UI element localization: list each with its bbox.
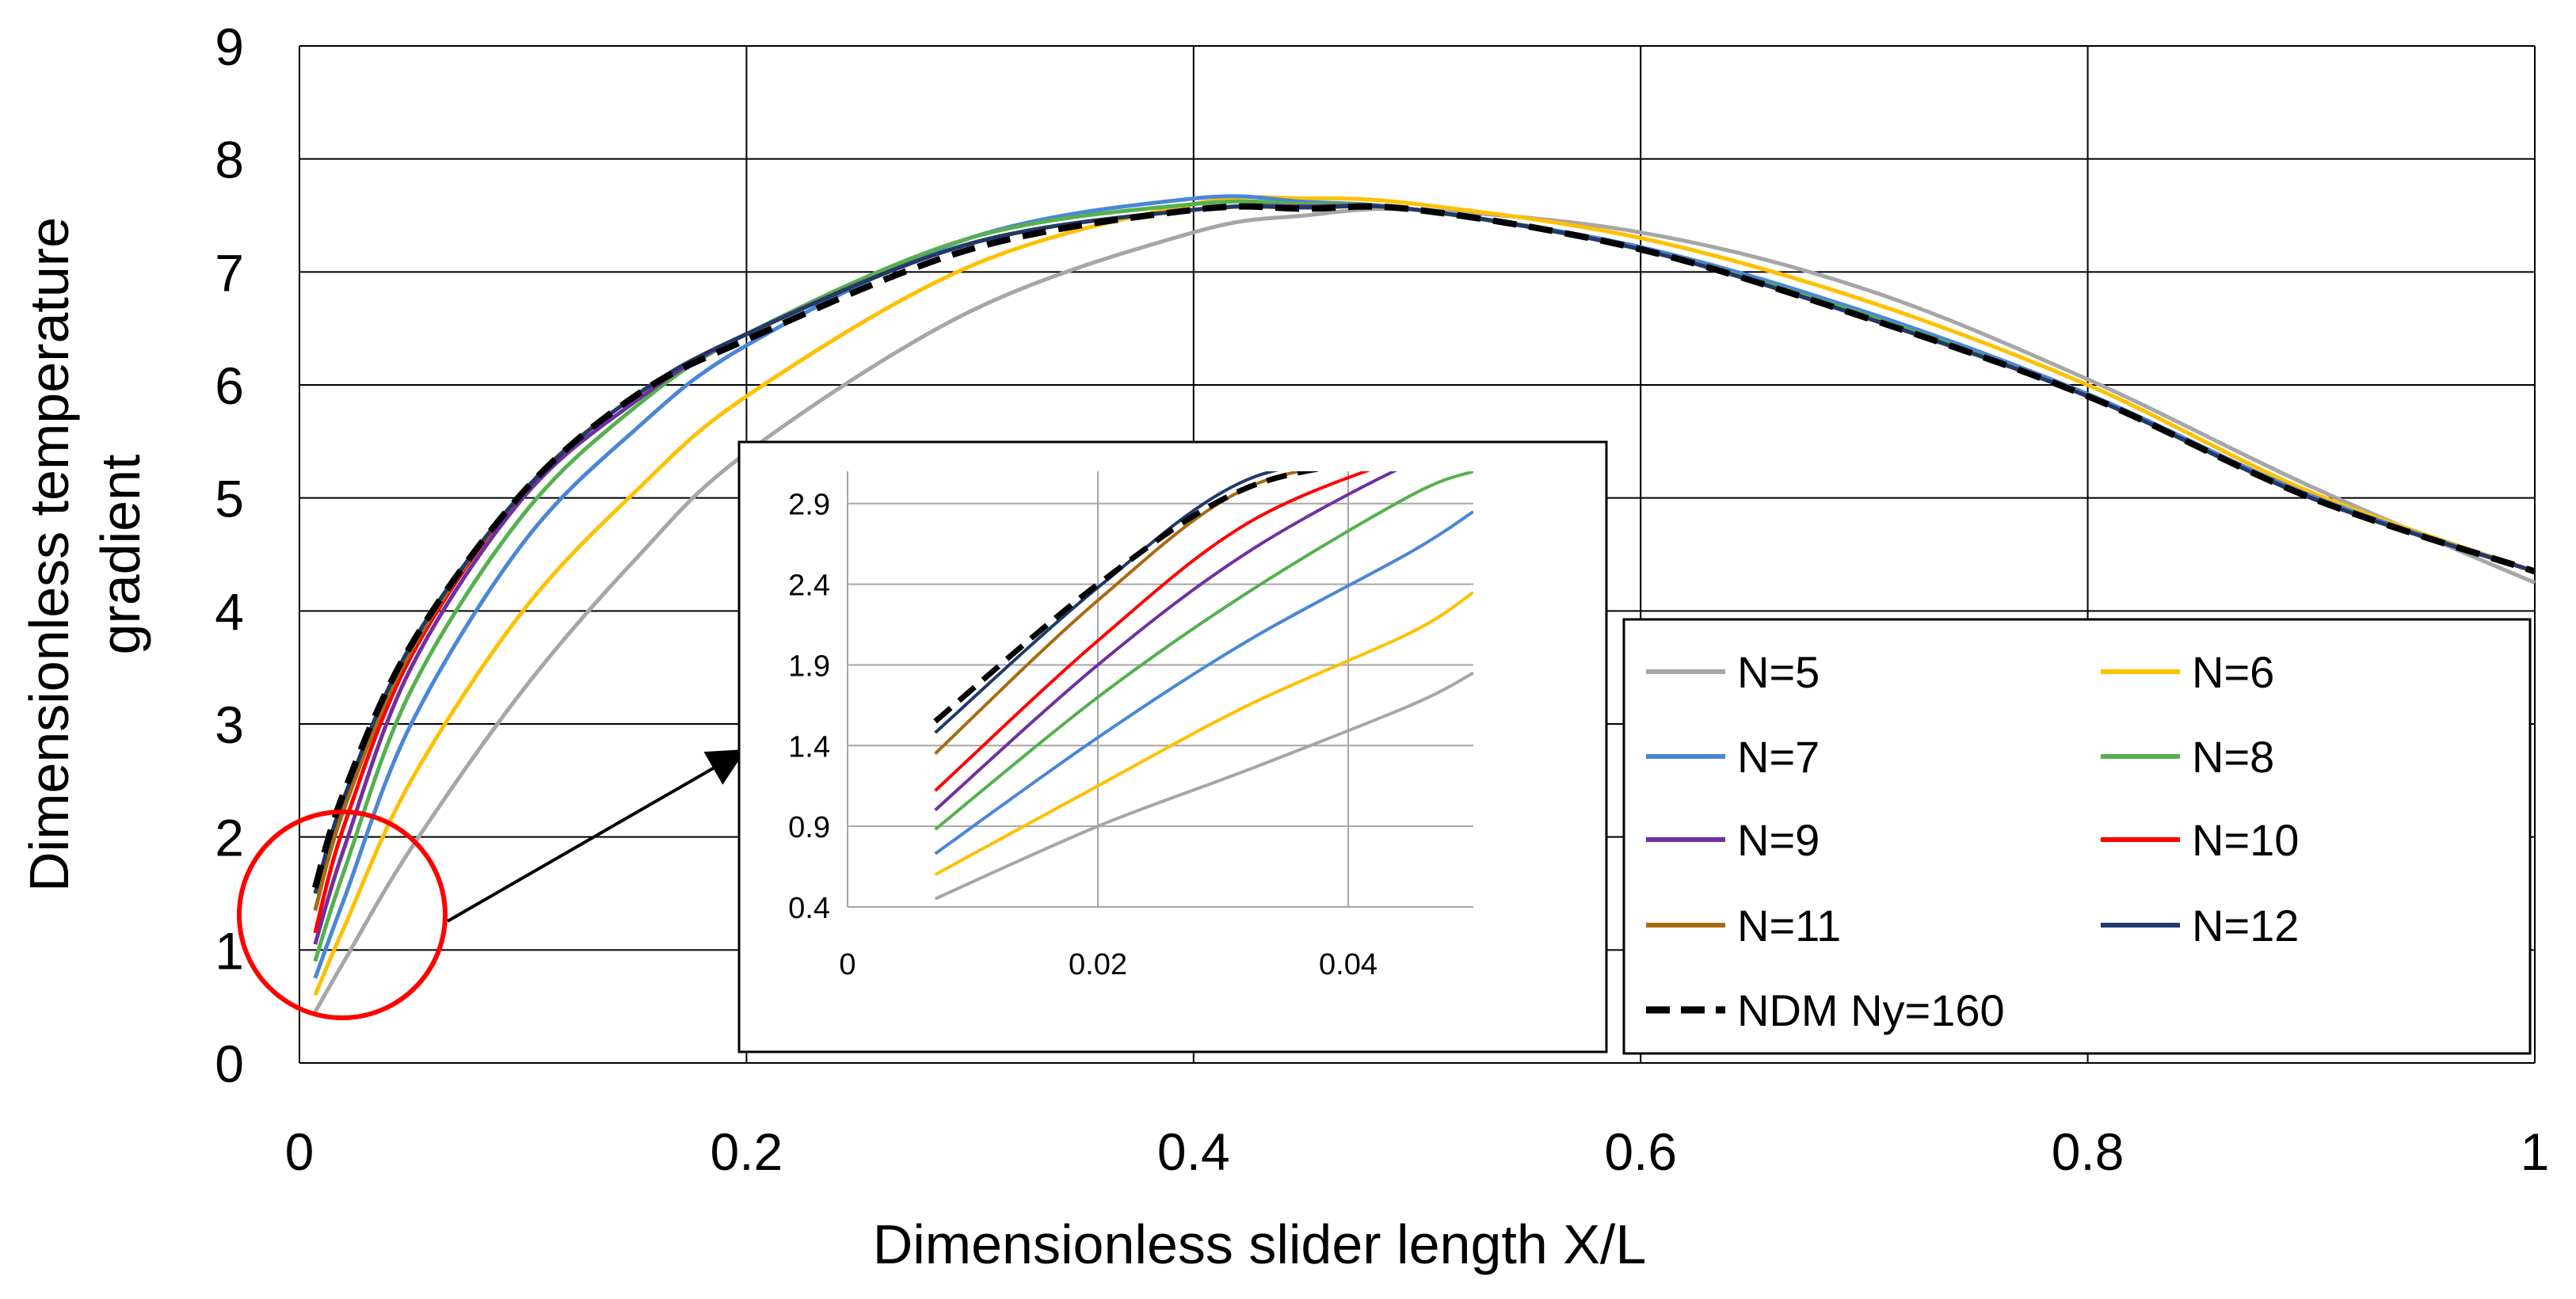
legend-label: N=6 xyxy=(2192,647,2274,697)
inset-y-tick-label: 2.4 xyxy=(788,570,830,603)
x-tick-label: 0 xyxy=(285,1122,314,1181)
y-tick-label: 4 xyxy=(215,582,244,641)
inset-tick-labels: 0.4 0.9 1.4 1.9 2.4 2.9 0 0.02 0.04 xyxy=(788,489,1378,981)
y-axis-label-line-1: Dimensionless temperature xyxy=(18,217,80,892)
inset-series-line-n-9 xyxy=(934,471,1398,812)
inset-series-line-n-6 xyxy=(934,591,1473,877)
inset-y-tick-label: 1.4 xyxy=(788,730,830,764)
inset-series-line-ndm-ny-160 xyxy=(933,471,1321,724)
y-tick-label: 6 xyxy=(215,356,244,415)
y-tick-label: 2 xyxy=(215,809,244,867)
x-axis-label: Dimensionless slider length X/L xyxy=(873,1213,1647,1275)
series-line-n-7 xyxy=(313,194,2536,979)
inset-frame xyxy=(737,440,1608,1053)
main-plot-lines xyxy=(311,194,2536,1014)
inset-series-line-n-12 xyxy=(934,471,1279,734)
inset-plot: 0.4 0.9 1.4 1.9 2.4 2.9 0 0.02 0.04 xyxy=(737,440,1608,1053)
legend-label: N=10 xyxy=(2192,815,2299,865)
inset-y-tick-label: 1.9 xyxy=(788,650,830,683)
legend-label: NDM Ny=160 xyxy=(1737,985,2005,1035)
legend-label: N=8 xyxy=(2192,732,2274,782)
legend-label: N=7 xyxy=(1737,732,1820,782)
inset-plot-lines xyxy=(933,471,1473,901)
y-tick-label: 8 xyxy=(215,131,244,189)
y-tick-label: 3 xyxy=(215,695,244,754)
x-tick-label: 1 xyxy=(2521,1122,2550,1181)
inset-series-line-n-5 xyxy=(934,671,1473,901)
inset-y-tick-label: 0.9 xyxy=(788,811,830,844)
x-tick-label: 0.2 xyxy=(711,1122,783,1181)
y-tick-label: 7 xyxy=(215,243,244,302)
inset-grid xyxy=(847,471,1473,908)
y-axis-label-line-2: gradient xyxy=(90,455,151,655)
series-line-n-5 xyxy=(313,207,2536,1014)
inset-x-tick-label: 0 xyxy=(839,948,855,981)
inset-series-line-n-7 xyxy=(934,510,1473,855)
series-line-ndm-ny-160 xyxy=(311,203,2536,889)
legend-label: N=11 xyxy=(1737,901,1841,950)
zoom-highlight-circle xyxy=(237,809,448,1020)
inset-series-line-n-10 xyxy=(934,471,1370,792)
x-tick-label: 0.6 xyxy=(1604,1122,1677,1181)
legend-label: N=12 xyxy=(2192,901,2299,950)
legend-label: N=5 xyxy=(1737,647,1820,697)
inset-y-tick-label: 0.4 xyxy=(788,892,830,925)
inset-y-tick-label: 2.9 xyxy=(788,489,830,522)
y-tick-label: 9 xyxy=(215,17,244,76)
legend-frame xyxy=(1622,618,2532,1055)
x-tick-label: 0.8 xyxy=(2052,1122,2124,1181)
inset-x-tick-label: 0.02 xyxy=(1069,948,1127,981)
y-tick-label: 0 xyxy=(215,1034,244,1093)
legend-label: N=9 xyxy=(1737,815,1820,865)
inset-series-line-n-8 xyxy=(934,471,1473,831)
y-tick-label: 5 xyxy=(215,470,244,528)
legend: N=5 N=6 N=7 N=8 N=9 N=10 N=11 N=12 NDM Ny=160 xyxy=(1622,618,2532,1055)
inset-x-tick-label: 0.04 xyxy=(1319,948,1378,981)
zoom-arrow xyxy=(447,749,746,923)
x-tick-label: 0.4 xyxy=(1157,1122,1230,1181)
